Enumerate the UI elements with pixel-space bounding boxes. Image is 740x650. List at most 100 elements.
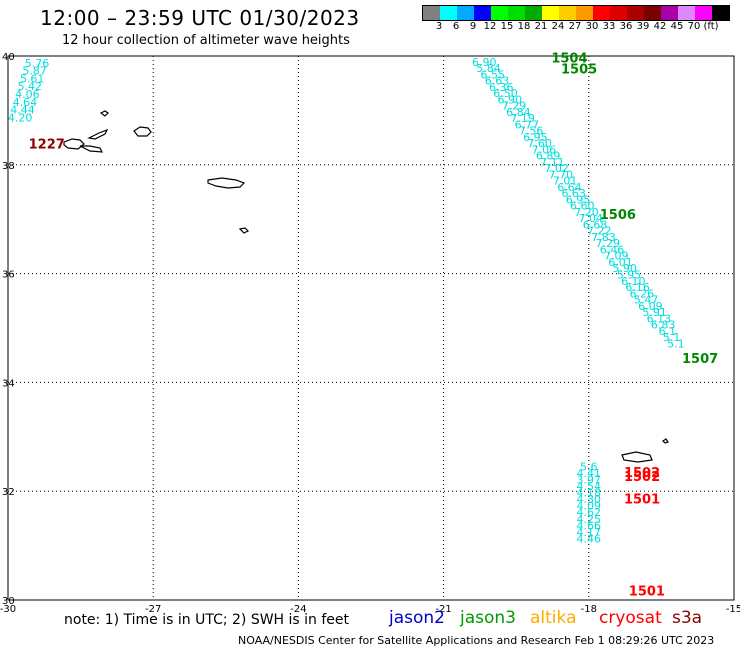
- island-coastline: [621, 451, 653, 463]
- swh-value: 5.90: [613, 262, 638, 275]
- scale-label: 9: [469, 21, 477, 32]
- scale-swatch: [474, 6, 491, 20]
- swh-value: 7.19: [510, 112, 535, 125]
- scale-label: 39: [636, 21, 650, 32]
- lon-tick-label: -21: [435, 604, 451, 615]
- swh-value: 5.1: [663, 331, 681, 344]
- legend-item-jason3: jason3: [460, 608, 516, 628]
- scale-label: 6: [452, 21, 460, 32]
- chart-subtitle: 12 hour collection of altimeter wave hei…: [62, 33, 350, 48]
- swh-value: 4.25: [577, 513, 602, 526]
- swh-value: 4.64: [13, 96, 38, 109]
- scale-swatch: [644, 6, 661, 20]
- swh-value: 4.20: [8, 111, 33, 124]
- swh-value: 7.60: [527, 137, 552, 150]
- legend-item-s3a: s3a: [672, 608, 703, 628]
- swh-value: 5.91: [642, 306, 667, 319]
- scale-label: 30: [585, 21, 599, 32]
- scale-label: 3: [435, 21, 443, 32]
- swh-value: 5.42: [18, 80, 43, 93]
- pass-id-label: 1505: [561, 62, 597, 77]
- pass-id-label: 1502: [624, 466, 660, 481]
- pass-id-label: 1504: [551, 52, 587, 67]
- map-frame: [7, 55, 735, 601]
- swh-value: 6.68: [583, 218, 608, 231]
- scale-label: 33: [602, 21, 616, 32]
- swh-value: 6.60: [570, 200, 595, 213]
- scale-label: 36: [619, 21, 633, 32]
- swh-value: 5.61: [20, 72, 45, 85]
- swh-value: 6.1: [659, 325, 677, 338]
- swh-value: 4.44: [10, 104, 35, 117]
- swh-value: 6.90: [498, 93, 523, 106]
- swh-value: 6.16: [625, 281, 650, 294]
- scale-label: 18: [517, 21, 531, 32]
- chart-title: 12:00 – 23:59 UTC 01/30/2023: [40, 6, 360, 30]
- island-coastline: [133, 126, 152, 137]
- island-coastline: [662, 438, 669, 444]
- swh-value: 3.97: [577, 474, 602, 487]
- scale-label: 70: [687, 21, 701, 32]
- swh-value: 5.76: [25, 57, 50, 70]
- pass-id-label: 1502: [624, 470, 660, 485]
- swh-value: 5.47: [634, 294, 659, 307]
- swh-value: 6.63: [561, 187, 586, 200]
- scale-label: 21: [534, 21, 548, 32]
- swh-value: 7.09: [604, 250, 629, 263]
- swh-value: 6.01: [608, 256, 633, 269]
- island-coastline: [99, 110, 109, 117]
- swh-value: 7.56: [519, 125, 544, 138]
- island-coastline: [63, 138, 85, 150]
- swh-value: 6.64: [557, 181, 582, 194]
- swh-value: 5.6: [580, 461, 598, 474]
- pass-id-label: 1507: [682, 352, 718, 367]
- scale-swatch: [457, 6, 474, 20]
- credits-footer: NOAA/NESDIS Center for Satellite Applica…: [238, 634, 715, 647]
- scale-label: 27: [568, 21, 582, 32]
- pass-id-label: 1501: [629, 585, 665, 600]
- swh-value: 7.04: [578, 212, 603, 225]
- swh-value: 7.83: [591, 231, 616, 244]
- swh-value: 4.41: [577, 467, 602, 480]
- lon-tick-label: -24: [290, 604, 306, 615]
- island-coastline: [87, 128, 109, 140]
- swh-value: 6.63: [485, 75, 510, 88]
- pass-id-label: 1501: [624, 493, 660, 508]
- island-coastline: [207, 177, 246, 189]
- color-scale: [422, 5, 730, 21]
- scale-swatch: [678, 6, 695, 20]
- swh-value: 7.29: [596, 237, 621, 250]
- scale-swatch: [559, 6, 576, 20]
- scale-swatch: [525, 6, 542, 20]
- lon-tick-label: -30: [0, 604, 16, 615]
- swh-value: 6.95: [523, 131, 548, 144]
- scale-label: 24: [551, 21, 565, 32]
- swh-value: 5.1: [667, 337, 685, 350]
- swh-value: 4.18: [577, 487, 602, 500]
- swh-value: 6.95: [566, 193, 591, 206]
- swh-value: 5.84: [476, 62, 501, 75]
- swh-value: 7.29: [502, 100, 527, 113]
- scale-swatch: [491, 6, 508, 20]
- swh-value: 7.22: [587, 225, 612, 238]
- swh-value: 6.13: [647, 312, 672, 325]
- swh-value: 6.89: [536, 150, 561, 163]
- pass-id-label: 1506: [600, 208, 636, 223]
- swh-value: 6.09: [638, 300, 663, 313]
- swh-value: 4.09: [577, 500, 602, 513]
- lat-tick-label: 30: [2, 596, 15, 607]
- scale-swatch: [576, 6, 593, 20]
- swh-value: 4.06: [15, 88, 40, 101]
- swh-value: 4.54: [577, 480, 602, 493]
- legend-item-cryosat: cryosat: [599, 608, 662, 628]
- scale-label: 45: [670, 21, 684, 32]
- scale-label: (ft): [703, 21, 719, 32]
- scale-swatch: [661, 6, 678, 20]
- swh-value: 5.87: [22, 65, 47, 78]
- lat-tick-label: 38: [2, 161, 15, 172]
- legend-item-jason2: jason2: [389, 608, 445, 628]
- footnote: note: 1) Time is in UTC; 2) SWH is in fe…: [64, 612, 350, 628]
- lon-tick-label: -18: [581, 604, 597, 615]
- lon-tick-label: -15: [726, 604, 740, 615]
